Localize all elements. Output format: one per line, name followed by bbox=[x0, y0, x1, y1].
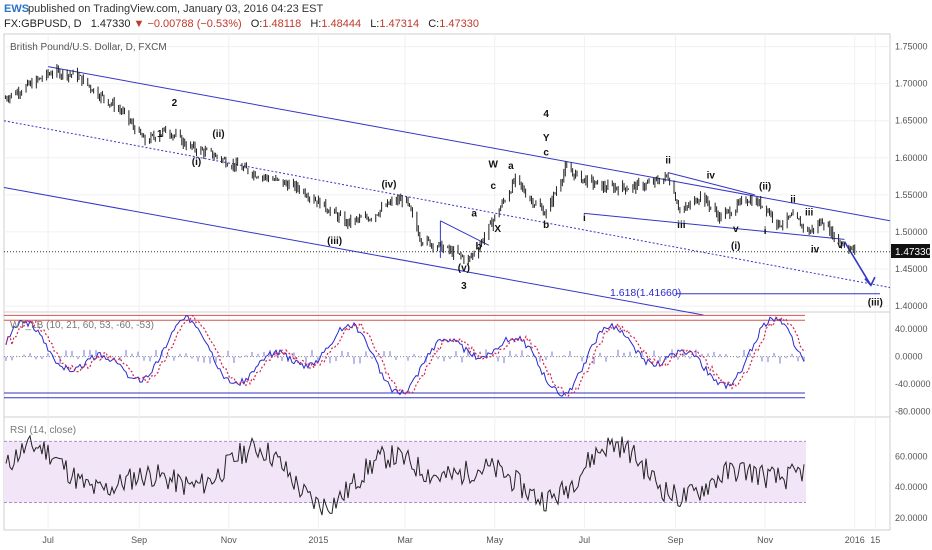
wave-label: ii bbox=[665, 156, 671, 167]
axes: Jul Sep Nov 2015 Mar May Jul Sep Nov 2016 15 1.7500… bbox=[42, 42, 930, 545]
trend-channel bbox=[3, 66, 891, 316]
wave-label: a bbox=[508, 161, 514, 172]
price-pane-frame bbox=[3, 33, 891, 313]
wedge-line bbox=[668, 172, 755, 196]
publish-info: published on TradingView.com, January 03… bbox=[28, 3, 324, 15]
x-tick-label: May bbox=[486, 535, 504, 545]
x-tick-label: Sep bbox=[667, 535, 683, 545]
price-tick-label: 1.40000 bbox=[895, 301, 928, 311]
symbol-label: FX:GBPUSD, D bbox=[4, 18, 82, 30]
quote-line: FX:GBPUSD, D 1.47330 ▼ −0.00788 (−0.53%)… bbox=[4, 18, 479, 30]
close-value: 1.47330 bbox=[439, 18, 479, 30]
rsi-pane-title: RSI (14, close) bbox=[10, 425, 76, 436]
wave-label: (ii) bbox=[212, 129, 224, 140]
wave-label: 2 bbox=[172, 98, 178, 109]
high-value: 1.48444 bbox=[321, 18, 362, 30]
wt-tick-label: 0.0000 bbox=[895, 352, 923, 362]
x-tick-label: Mar bbox=[397, 535, 413, 545]
wave-label: 4 bbox=[543, 109, 549, 120]
fib-target-label: 1.618(1.41660) bbox=[610, 287, 681, 299]
wave-labels: 12(i)(ii)(iii)(iv)(v)3abcWXY4abciiiiiiiv… bbox=[157, 98, 883, 308]
wave-label: (i) bbox=[192, 157, 201, 168]
price-tick-label: 1.55000 bbox=[895, 190, 928, 200]
price-bars bbox=[4, 64, 856, 265]
wave-label: ii bbox=[790, 194, 796, 205]
x-tick-label: 2016 bbox=[845, 535, 865, 545]
wave-label: (iii) bbox=[327, 236, 342, 247]
high-label: H: bbox=[310, 18, 322, 30]
wave-label: X bbox=[494, 224, 501, 235]
price-tick-label: 1.60000 bbox=[895, 153, 928, 163]
wave-label: (v) bbox=[458, 263, 470, 274]
x-tick-label: 15 bbox=[870, 535, 880, 545]
rsi-band bbox=[4, 441, 806, 503]
wt-indicator bbox=[4, 314, 805, 399]
open-label: O: bbox=[250, 18, 263, 30]
author-logo[interactable]: EWS bbox=[4, 3, 30, 15]
wave-label: b bbox=[543, 220, 549, 231]
wave-label: (i) bbox=[731, 241, 740, 252]
wt-tick-label: -40.0000 bbox=[895, 379, 931, 389]
wave-label: b bbox=[476, 242, 482, 253]
x-tick-label: Nov bbox=[221, 535, 238, 545]
low-label: L: bbox=[370, 18, 380, 30]
x-tick-label: Jul bbox=[579, 535, 591, 545]
wave-label: c bbox=[543, 148, 549, 159]
wave-label: (ii) bbox=[759, 182, 771, 193]
last-price: 1.47330 bbox=[90, 18, 131, 30]
wedge-line bbox=[440, 220, 490, 246]
wave-label: (iii) bbox=[868, 297, 883, 308]
wave-label: iv bbox=[811, 245, 820, 256]
x-tick-label: Sep bbox=[131, 535, 147, 545]
x-tick-label: 2015 bbox=[308, 535, 328, 545]
rsi-tick-label: 60.0000 bbox=[895, 452, 928, 462]
wave-label: i bbox=[583, 213, 586, 224]
rsi-indicator bbox=[4, 434, 806, 516]
wave-label: a bbox=[471, 208, 477, 219]
change-value: ▼ −0.00788 (−0.53%) bbox=[133, 18, 242, 30]
last-price-tag bbox=[891, 244, 930, 258]
close-label: C: bbox=[428, 18, 440, 30]
wave-label: 1 bbox=[157, 129, 163, 140]
price-tick-label: 1.70000 bbox=[895, 79, 928, 89]
wave-label: W bbox=[489, 159, 499, 170]
last-price-tag-label: 1.47330 bbox=[895, 247, 932, 258]
price-tick-label: 1.65000 bbox=[895, 116, 928, 126]
wedge-line bbox=[584, 212, 845, 240]
x-tick-label: Nov bbox=[757, 535, 774, 545]
price-tick-label: 1.50000 bbox=[895, 227, 928, 237]
low-value: 1.47314 bbox=[379, 18, 420, 30]
wave-label: iii bbox=[805, 208, 814, 219]
open-value: 1.48118 bbox=[262, 18, 302, 30]
publish-header: EWS published on TradingView.com, Januar… bbox=[0, 0, 932, 34]
wt-pane-title: WT_LB (10, 21, 60, 53, -60, -53) bbox=[10, 320, 154, 331]
wave-label: v bbox=[733, 224, 739, 235]
channel-line bbox=[3, 186, 704, 316]
channel-line bbox=[3, 120, 891, 289]
wt-signal-line bbox=[5, 315, 805, 398]
channel-line bbox=[47, 66, 891, 222]
wave-label: (iv) bbox=[381, 179, 396, 190]
wt-tick-label: 40.0000 bbox=[895, 324, 928, 334]
wave-label: c bbox=[491, 181, 497, 192]
price-pane-title: British Pound/U.S. Dollar, D, FXCM bbox=[10, 42, 167, 53]
wave-label: iii bbox=[677, 220, 686, 231]
projection-arrow-head bbox=[864, 276, 876, 287]
wave-label: v bbox=[837, 240, 843, 251]
wave-label: 3 bbox=[461, 281, 467, 292]
rsi-line bbox=[5, 434, 805, 516]
wave-label: Y bbox=[543, 133, 550, 144]
wave-label: i bbox=[764, 226, 767, 237]
rsi-tick-label: 40.0000 bbox=[895, 482, 928, 492]
rsi-tick-label: 20.0000 bbox=[895, 513, 928, 523]
wt-tick-label: -80.0000 bbox=[895, 407, 931, 417]
price-tick-label: 1.75000 bbox=[895, 42, 928, 52]
wave-label: iv bbox=[707, 171, 716, 182]
x-tick-label: Jul bbox=[42, 535, 54, 545]
price-tick-label: 1.45000 bbox=[895, 264, 928, 274]
